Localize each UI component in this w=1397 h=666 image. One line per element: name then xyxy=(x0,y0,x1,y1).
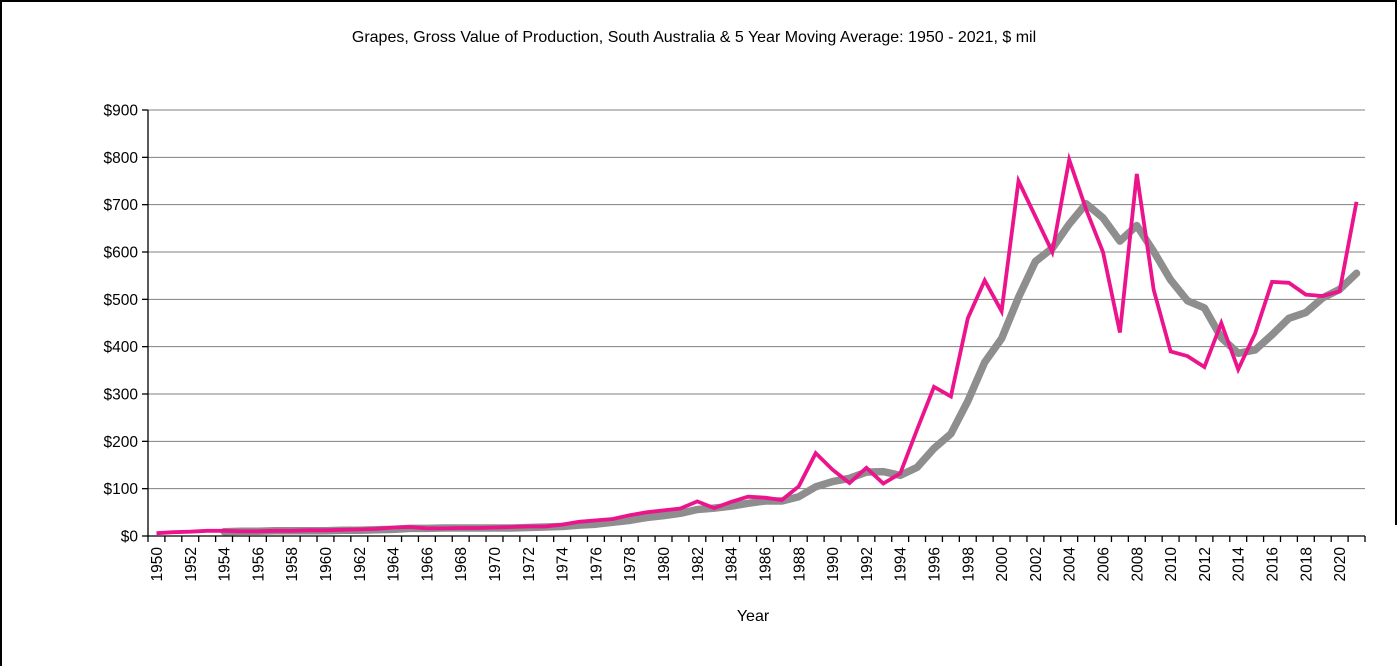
x-tick-label: 1972 xyxy=(521,547,538,581)
y-tick-label: $200 xyxy=(104,434,139,451)
y-tick-label: $100 xyxy=(104,481,139,498)
y-tick-label: $500 xyxy=(104,292,139,309)
x-tick-label: 1992 xyxy=(859,547,876,581)
x-tick-label: 2008 xyxy=(1129,547,1146,581)
x-tick-label: 1954 xyxy=(217,547,234,582)
y-tick-label: $900 xyxy=(104,103,139,120)
y-tick-label: $700 xyxy=(104,197,139,214)
x-tick-label: 1956 xyxy=(250,547,267,581)
x-tick-label: 1986 xyxy=(757,547,774,581)
series-annual-line xyxy=(156,152,1359,536)
x-tick-label: 2020 xyxy=(1332,547,1349,582)
y-tick-label: $0 xyxy=(121,529,139,546)
x-tick-label: 1988 xyxy=(791,547,808,581)
x-axis-title: Year xyxy=(736,608,770,625)
x-tick-label: 1980 xyxy=(656,547,673,582)
series-moving-average-line xyxy=(220,199,1361,536)
frame-border-top xyxy=(0,0,1397,2)
x-tick-label: 1990 xyxy=(825,547,842,582)
y-tick-label: $300 xyxy=(104,387,139,404)
x-tick-label: 1974 xyxy=(555,547,572,582)
x-tick-label: 1958 xyxy=(284,547,301,581)
x-tick-label: 1964 xyxy=(386,547,403,582)
x-tick-label: 1968 xyxy=(453,547,470,581)
x-tick-label: 2018 xyxy=(1298,547,1315,581)
x-tick-label: 1984 xyxy=(724,547,741,582)
y-tick-label: $800 xyxy=(104,150,139,167)
x-tick-label: 2014 xyxy=(1231,547,1248,582)
x-tick-label: 1952 xyxy=(183,547,200,581)
frame-border-right xyxy=(1395,0,1397,525)
x-tick-label: 1998 xyxy=(960,547,977,581)
x-tick-label: 1978 xyxy=(622,547,639,581)
x-tick-label: 2012 xyxy=(1197,547,1214,581)
x-tick-label: 2016 xyxy=(1265,547,1282,581)
x-tick-label: 1962 xyxy=(352,547,369,581)
x-tick-label: 1966 xyxy=(419,547,436,581)
x-tick-label: 2002 xyxy=(1028,547,1045,581)
chart-title: Grapes, Gross Value of Production, South… xyxy=(351,29,1037,46)
x-tick-label: 1996 xyxy=(926,547,943,581)
x-tick-label: 2004 xyxy=(1062,547,1079,582)
x-tick-label: 2006 xyxy=(1096,547,1113,581)
frame-border-left xyxy=(0,0,2,666)
y-tick-label: $600 xyxy=(104,245,139,262)
x-tick-label: 1994 xyxy=(893,547,910,582)
x-tick-label: 2010 xyxy=(1163,547,1180,582)
x-tick-label: 1970 xyxy=(487,547,504,582)
x-tick-label: 1982 xyxy=(690,547,707,581)
x-tick-label: 2000 xyxy=(994,547,1011,582)
x-tick-label: 1960 xyxy=(318,547,335,582)
x-tick-label: 1950 xyxy=(149,547,166,582)
x-tick-label: 1976 xyxy=(588,547,605,581)
y-tick-label: $400 xyxy=(104,339,139,356)
